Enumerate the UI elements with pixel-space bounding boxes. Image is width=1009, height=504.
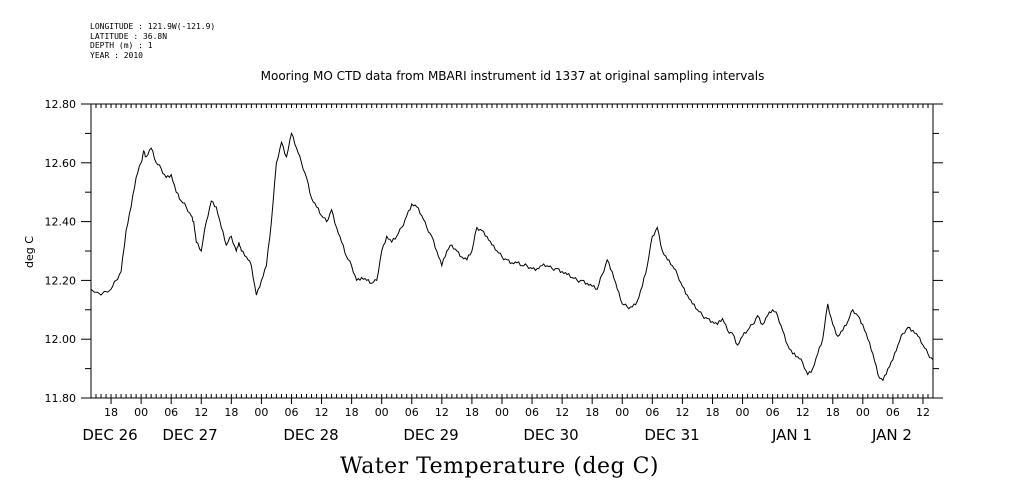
x-hour-tick-label: 00 bbox=[736, 406, 750, 419]
x-hour-tick-label: 06 bbox=[886, 406, 900, 419]
meta-year: YEAR : 2010 bbox=[90, 50, 143, 60]
x-axis-title: Water Temperature (deg C) bbox=[340, 454, 659, 479]
y-tick-label: 12.00 bbox=[45, 333, 77, 346]
x-day-label: DEC 27 bbox=[162, 426, 217, 444]
y-tick-label: 11.80 bbox=[45, 392, 77, 405]
x-hour-tick-label: 00 bbox=[856, 406, 870, 419]
x-hour-tick-label: 00 bbox=[615, 406, 629, 419]
x-hour-tick-label: 00 bbox=[254, 406, 268, 419]
x-day-label: DEC 30 bbox=[523, 426, 578, 444]
x-hour-tick-label: 06 bbox=[284, 406, 298, 419]
x-hour-tick-label: 00 bbox=[134, 406, 148, 419]
x-day-labels: DEC 26 DEC 27 DEC 28 DEC 29 DEC 30 DEC 31 JAN … bbox=[82, 426, 912, 444]
x-hour-tick-label: 18 bbox=[826, 406, 840, 419]
x-hour-tick-label: 12 bbox=[796, 406, 810, 419]
x-hour-tick-label: 06 bbox=[766, 406, 780, 419]
x-hour-tick-label: 00 bbox=[375, 406, 389, 419]
plot-frame bbox=[90, 103, 934, 399]
x-hour-tick-label: 18 bbox=[705, 406, 719, 419]
x-hour-tick-label: 12 bbox=[435, 406, 449, 419]
y-tick-label: 12.40 bbox=[45, 216, 77, 229]
x-day-label: DEC 31 bbox=[644, 426, 699, 444]
y-tick-label: 12.60 bbox=[45, 157, 77, 170]
y-tick-label: 12.20 bbox=[45, 274, 77, 287]
x-day-label: DEC 26 bbox=[82, 426, 137, 444]
x-hour-tick-label: 12 bbox=[315, 406, 329, 419]
x-hour-tick-label: 18 bbox=[104, 406, 118, 419]
x-hour-tick-label: 12 bbox=[916, 406, 930, 419]
x-hour-tick-label: 06 bbox=[164, 406, 178, 419]
meta-longitude: LONGITUDE : 121.9W(-121.9) bbox=[90, 22, 216, 31]
y-axis-label: deg C bbox=[23, 236, 36, 268]
metadata-block: LONGITUDE : 121.9W(-121.9) LATITUDE : 36… bbox=[90, 22, 215, 60]
chart-title: Mooring MO CTD data from MBARI instrumen… bbox=[260, 69, 765, 83]
temperature-series-line bbox=[90, 131, 934, 382]
x-tick-labels: 18 00 06 12 18 00 06 12 18 00 06 12 18 00 06 12 18 00 06 12… bbox=[104, 406, 930, 419]
x-hour-tick-label: 00 bbox=[495, 406, 509, 419]
x-hour-tick-label: 18 bbox=[224, 406, 238, 419]
x-hour-tick-label: 18 bbox=[465, 406, 479, 419]
x-day-label: JAN 1 bbox=[771, 426, 812, 444]
y-tick-labels: 12.80 12.60 12.40 12.20 12.00 11.80 bbox=[45, 98, 77, 405]
x-hour-tick-label: 18 bbox=[345, 406, 359, 419]
x-hour-tick-label: 12 bbox=[555, 406, 569, 419]
x-hour-tick-label: 06 bbox=[525, 406, 539, 419]
x-hour-tick-label: 06 bbox=[645, 406, 659, 419]
x-day-label: JAN 2 bbox=[871, 426, 912, 444]
meta-depth: DEPTH (m) : 1 bbox=[90, 41, 153, 50]
axis-ticks bbox=[81, 103, 943, 404]
x-hour-tick-label: 12 bbox=[194, 406, 208, 419]
x-day-label: DEC 28 bbox=[283, 426, 338, 444]
meta-latitude: LATITUDE : 36.8N bbox=[90, 31, 168, 41]
x-hour-tick-label: 18 bbox=[585, 406, 599, 419]
x-hour-tick-label: 12 bbox=[675, 406, 689, 419]
y-tick-label: 12.80 bbox=[45, 98, 77, 111]
x-hour-tick-label: 06 bbox=[405, 406, 419, 419]
x-day-label: DEC 29 bbox=[403, 426, 458, 444]
